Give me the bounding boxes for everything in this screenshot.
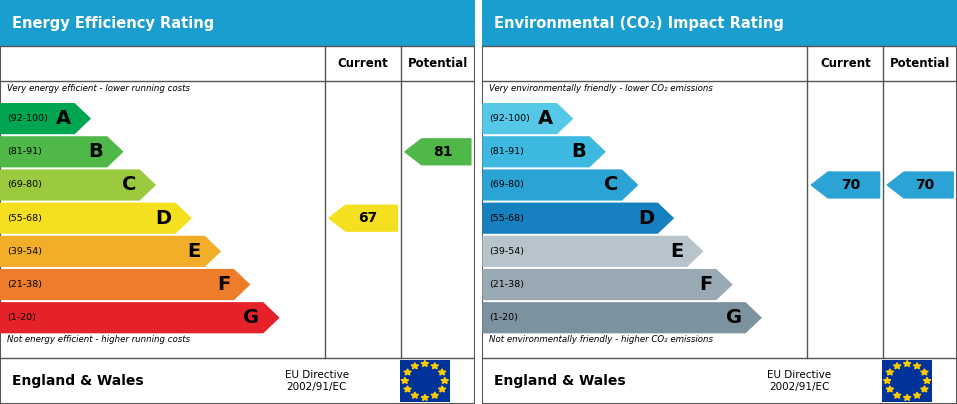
Text: Not environmentally friendly - higher CO₂ emissions: Not environmentally friendly - higher CO… <box>489 335 714 344</box>
Polygon shape <box>438 369 446 375</box>
Polygon shape <box>0 302 279 333</box>
Polygon shape <box>482 269 733 300</box>
Polygon shape <box>903 394 911 400</box>
Polygon shape <box>482 202 674 234</box>
Text: England & Wales: England & Wales <box>11 374 144 388</box>
Polygon shape <box>894 392 901 398</box>
Polygon shape <box>921 386 928 392</box>
Text: England & Wales: England & Wales <box>494 374 626 388</box>
Polygon shape <box>404 369 412 375</box>
Text: B: B <box>571 142 586 161</box>
Text: G: G <box>243 308 259 327</box>
Polygon shape <box>431 363 438 369</box>
Text: Current: Current <box>338 57 389 70</box>
Text: (81-91): (81-91) <box>489 147 524 156</box>
Text: F: F <box>700 275 713 294</box>
Polygon shape <box>431 392 438 398</box>
Text: C: C <box>122 175 136 194</box>
Text: Very environmentally friendly - lower CO₂ emissions: Very environmentally friendly - lower CO… <box>489 84 713 93</box>
Polygon shape <box>913 392 921 398</box>
Text: (92-100): (92-100) <box>489 114 530 123</box>
Text: (21-38): (21-38) <box>489 280 524 289</box>
Bar <box>400 360 450 402</box>
Polygon shape <box>0 202 191 234</box>
Polygon shape <box>412 363 418 369</box>
Polygon shape <box>924 377 931 383</box>
Polygon shape <box>812 172 879 198</box>
Polygon shape <box>0 103 91 134</box>
Polygon shape <box>441 377 449 383</box>
Text: (69-80): (69-80) <box>7 181 42 189</box>
Text: E: E <box>670 242 683 261</box>
Polygon shape <box>401 377 409 383</box>
Polygon shape <box>887 172 953 198</box>
Text: (39-54): (39-54) <box>7 247 42 256</box>
Text: (55-68): (55-68) <box>489 214 524 223</box>
Text: Very energy efficient - lower running costs: Very energy efficient - lower running co… <box>7 84 190 93</box>
Text: Not energy efficient - higher running costs: Not energy efficient - higher running co… <box>7 335 190 344</box>
Polygon shape <box>482 136 606 167</box>
Text: Energy Efficiency Rating: Energy Efficiency Rating <box>11 16 214 31</box>
Polygon shape <box>405 139 471 165</box>
Bar <box>482 0 957 46</box>
Text: Environmental (CO₂) Impact Rating: Environmental (CO₂) Impact Rating <box>494 16 784 31</box>
Polygon shape <box>329 205 397 231</box>
Text: Potential: Potential <box>890 57 950 70</box>
Text: Current: Current <box>820 57 871 70</box>
Text: 70: 70 <box>916 178 935 192</box>
Polygon shape <box>894 363 901 369</box>
Text: (1-20): (1-20) <box>489 313 519 322</box>
Text: (1-20): (1-20) <box>7 313 36 322</box>
Text: (39-54): (39-54) <box>489 247 524 256</box>
Polygon shape <box>0 269 251 300</box>
Text: (81-91): (81-91) <box>7 147 42 156</box>
Bar <box>0 0 475 46</box>
Polygon shape <box>0 136 123 167</box>
Polygon shape <box>421 394 429 400</box>
Polygon shape <box>482 103 573 134</box>
Text: G: G <box>725 308 742 327</box>
Text: 67: 67 <box>359 211 378 225</box>
Text: B: B <box>89 142 103 161</box>
Text: A: A <box>538 109 553 128</box>
Text: D: D <box>156 209 171 228</box>
Polygon shape <box>482 169 638 200</box>
Polygon shape <box>886 386 894 392</box>
Text: C: C <box>604 175 618 194</box>
Polygon shape <box>421 360 429 366</box>
Polygon shape <box>482 236 703 267</box>
Text: E: E <box>188 242 201 261</box>
Polygon shape <box>883 377 891 383</box>
Bar <box>882 360 932 402</box>
Polygon shape <box>903 360 911 366</box>
Polygon shape <box>482 302 762 333</box>
Polygon shape <box>404 386 412 392</box>
Polygon shape <box>0 169 156 200</box>
Text: (69-80): (69-80) <box>489 181 524 189</box>
Polygon shape <box>0 236 221 267</box>
Text: A: A <box>56 109 71 128</box>
Text: (92-100): (92-100) <box>7 114 48 123</box>
Polygon shape <box>913 363 921 369</box>
Text: F: F <box>217 275 231 294</box>
Polygon shape <box>886 369 894 375</box>
Text: Potential: Potential <box>408 57 468 70</box>
Polygon shape <box>438 386 446 392</box>
Text: 70: 70 <box>841 178 860 192</box>
Text: (21-38): (21-38) <box>7 280 42 289</box>
Text: 81: 81 <box>434 145 453 159</box>
Text: EU Directive
2002/91/EC: EU Directive 2002/91/EC <box>768 370 832 391</box>
Polygon shape <box>412 392 418 398</box>
Text: EU Directive
2002/91/EC: EU Directive 2002/91/EC <box>285 370 349 391</box>
Text: (55-68): (55-68) <box>7 214 42 223</box>
Polygon shape <box>921 369 928 375</box>
Text: D: D <box>638 209 654 228</box>
